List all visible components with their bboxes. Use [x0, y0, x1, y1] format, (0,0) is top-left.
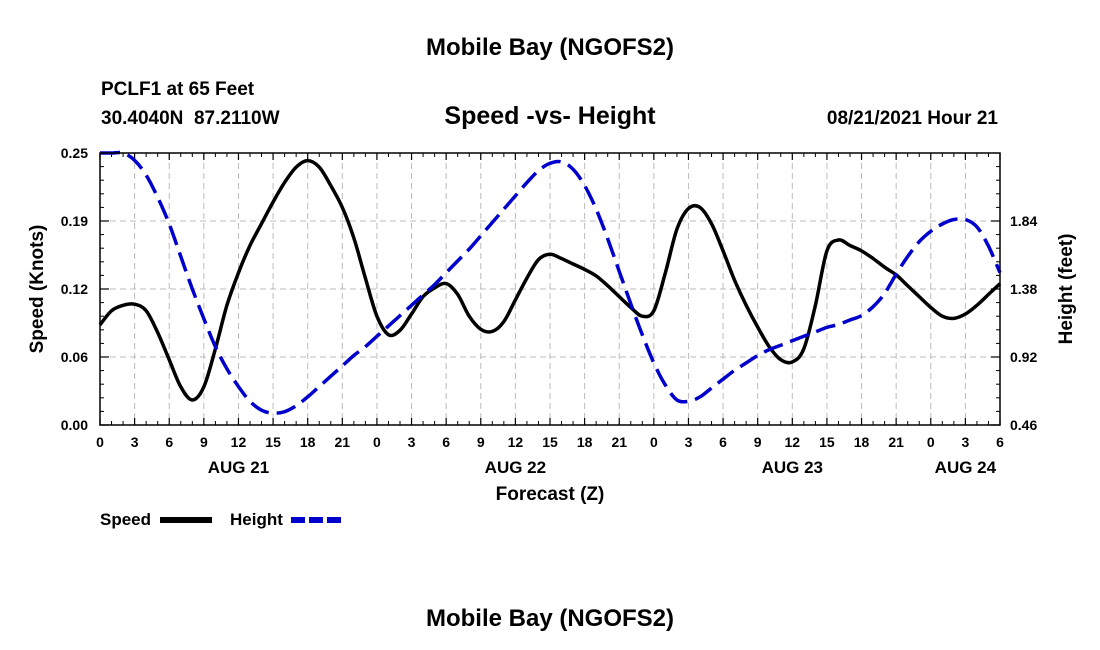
series-line-speed	[98, 158, 1002, 402]
x-tick-label: 6	[165, 434, 173, 450]
x-tick-label: 0	[373, 434, 381, 450]
legend-label-speed: Speed	[100, 510, 151, 529]
x-tick-label: 15	[819, 434, 835, 450]
chart-subtitle: Speed -vs- Height	[444, 102, 656, 130]
x-tick-label: 6	[442, 434, 450, 450]
x-tick-label: 21	[611, 434, 627, 450]
plot-frame	[99, 152, 1001, 426]
y-left-tick-label: 0.25	[61, 145, 88, 161]
x-tick-label: 0	[96, 434, 104, 450]
x-tick-label: 3	[131, 434, 139, 450]
x-tick-label: 12	[231, 434, 247, 450]
y-left-tick-label: 0.06	[61, 349, 88, 365]
x-tick-label: 3	[685, 434, 693, 450]
y-axis-label-left: Speed (Knots)	[27, 225, 48, 354]
x-tick-label: 21	[888, 434, 904, 450]
y-right-tick-label: 0.92	[1010, 349, 1037, 365]
y-left-tick-label: 0.00	[61, 417, 88, 433]
x-tick-label: 0	[927, 434, 935, 450]
legend: Speed Height	[100, 510, 343, 529]
chart-title: Mobile Bay (NGOFS2)	[426, 34, 674, 61]
y-right-tick-label: 0.46	[1010, 417, 1037, 433]
x-tick-label: 6	[996, 434, 1004, 450]
y-right-tick-label: 1.84	[1010, 213, 1037, 229]
series-lines	[98, 150, 1002, 415]
grid-lines	[100, 153, 1000, 425]
tick-labels: 0 3 6 9 12 15 18 21 0 3 6 9 12 15 18 21 0 3 6 9 12 15 18 21 0 3 6 A…	[61, 145, 1038, 477]
x-tick-label: 15	[542, 434, 558, 450]
x-tick-label: 3	[408, 434, 416, 450]
x-tick-label: 18	[577, 434, 593, 450]
x-tick-label: 6	[719, 434, 727, 450]
x-tick-label: 18	[854, 434, 870, 450]
day-label: AUG 23	[762, 458, 823, 477]
y-left-tick-label: 0.19	[61, 213, 88, 229]
y-right-tick-label: 1.38	[1010, 281, 1037, 297]
x-tick-label: 9	[477, 434, 485, 450]
x-tick-label: 3	[961, 434, 969, 450]
series-line-height	[100, 150, 1002, 415]
legend-label-height: Height	[230, 510, 283, 529]
x-tick-label: 9	[754, 434, 762, 450]
coordinates-label: 30.4040N 87.2110W	[101, 108, 280, 129]
x-axis-label: Forecast (Z)	[496, 484, 605, 505]
x-tick-label: 0	[650, 434, 658, 450]
day-label: AUG 22	[485, 458, 546, 477]
x-tick-label: 18	[300, 434, 316, 450]
x-tick-label: 12	[508, 434, 524, 450]
x-tick-label: 12	[785, 434, 801, 450]
footer-title: Mobile Bay (NGOFS2)	[426, 605, 674, 632]
x-tick-label: 21	[335, 434, 351, 450]
y-left-tick-label: 0.12	[61, 281, 88, 297]
y-axis-label-right: Height (feet)	[1056, 234, 1077, 345]
day-label: AUG 21	[208, 458, 269, 477]
forecast-datetime: 08/21/2021 Hour 21	[827, 108, 999, 129]
x-tick-label: 9	[200, 434, 208, 450]
station-label: PCLF1 at 65 Feet	[101, 79, 255, 100]
day-label: AUG 24	[935, 458, 997, 477]
x-tick-label: 15	[265, 434, 281, 450]
